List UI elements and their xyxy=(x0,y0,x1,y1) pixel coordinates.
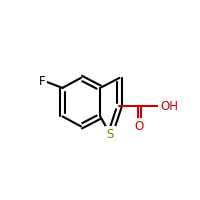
Text: OH: OH xyxy=(160,100,178,113)
Text: S: S xyxy=(107,128,114,141)
Text: O: O xyxy=(135,120,144,133)
Text: F: F xyxy=(39,75,46,88)
